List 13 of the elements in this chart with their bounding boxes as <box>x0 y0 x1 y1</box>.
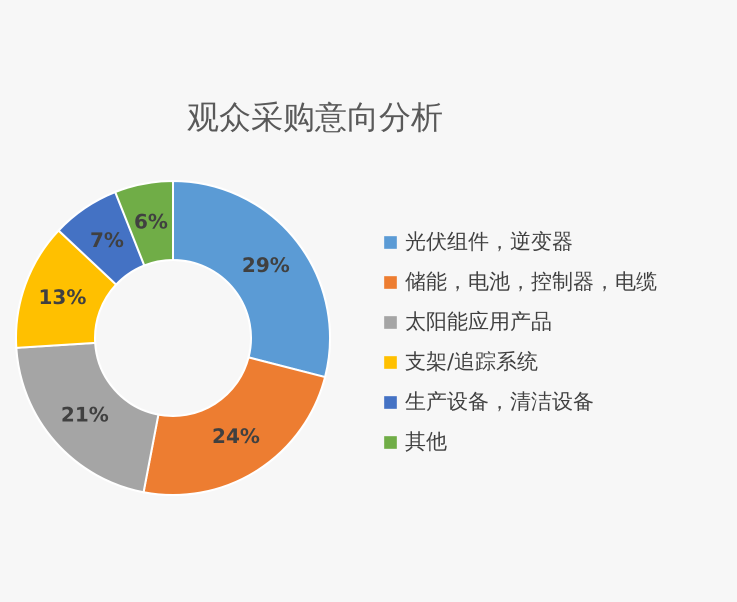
legend-label: 太阳能应用产品 <box>405 310 552 334</box>
data-label: 21% <box>60 402 109 427</box>
chart-title: 观众采购意向分析 <box>187 98 443 136</box>
data-label: 6% <box>134 210 168 234</box>
data-label: 29% <box>242 252 290 277</box>
data-label: 24% <box>212 424 260 448</box>
data-label: 7% <box>90 228 124 252</box>
data-label: 13% <box>38 285 86 310</box>
legend-label: 其他 <box>405 430 447 454</box>
legend-label: 储能，电池，控制器，电缆 <box>405 270 657 294</box>
legend-label: 生产设备，清洁设备 <box>405 390 594 414</box>
legend-label: 支架/追踪系统 <box>405 350 538 374</box>
legend-label: 光伏组件，逆变器 <box>405 230 573 254</box>
